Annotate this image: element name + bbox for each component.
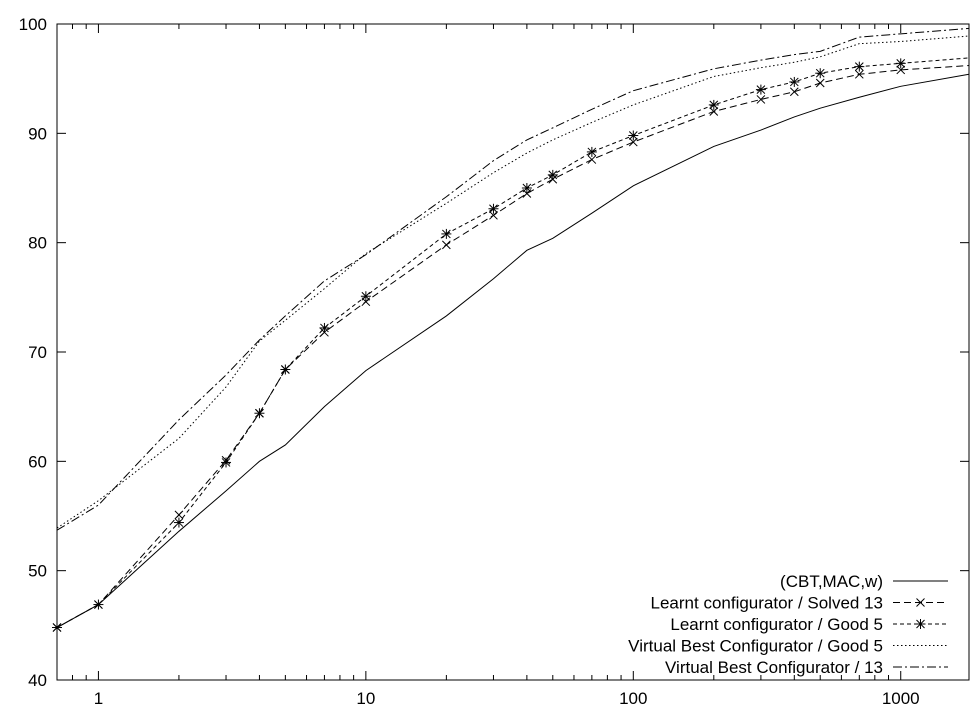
- series-line-2: [56, 57, 970, 628]
- series-line-0: [56, 73, 970, 628]
- x-tick-label: 1000: [882, 689, 920, 708]
- series-2-point: [221, 457, 232, 468]
- y-tick-label: 50: [28, 562, 47, 581]
- series-2-point: [280, 364, 291, 375]
- series-2-point: [254, 408, 265, 419]
- axis-ticks: [57, 24, 969, 680]
- series-2-point: [521, 183, 532, 193]
- series-2-point: [854, 61, 865, 72]
- legend-label: Virtual Best Configurator / Good 5: [628, 637, 883, 656]
- series-2-point: [755, 84, 766, 95]
- series-1-point: [709, 107, 719, 116]
- legend-label: Learnt configurator / Good 5: [670, 615, 883, 634]
- series-2-point: [789, 76, 800, 87]
- series-1-point: [815, 78, 825, 88]
- series-1-point: [854, 69, 864, 79]
- series-lines: [56, 27, 970, 628]
- series-2-point: [547, 169, 558, 180]
- legend: (CBT,MAC,w) Learnt configurator / Solved …: [628, 572, 948, 677]
- series-line-3: [56, 35, 970, 529]
- x-tick-label: 1: [94, 689, 103, 708]
- series-1-point: [789, 87, 799, 97]
- series-1-point: [587, 155, 597, 164]
- series-2-point: [895, 58, 906, 69]
- series-2-point: [173, 517, 184, 528]
- series-1-point: [442, 240, 451, 250]
- series-2-point: [52, 622, 62, 633]
- x-tick-label: 10: [356, 689, 375, 708]
- series-1-point: [628, 137, 638, 147]
- legend-marker: [916, 598, 925, 607]
- series-1-point: [896, 65, 906, 75]
- series-2-point: [488, 203, 499, 214]
- series-2-point: [708, 99, 719, 110]
- y-tick-label: 60: [28, 452, 47, 471]
- x-tick-label: 100: [619, 689, 647, 708]
- y-tick-label: 100: [19, 15, 47, 34]
- series-2-point: [441, 228, 452, 239]
- series-1-point: [174, 510, 184, 520]
- y-tick-label: 90: [28, 124, 47, 143]
- series-1-point: [756, 95, 766, 104]
- series-line-1: [56, 65, 970, 628]
- series-2-point: [815, 68, 826, 79]
- y-tick-label: 40: [28, 671, 47, 690]
- series-2-point: [586, 146, 597, 157]
- series-1-point: [489, 210, 498, 220]
- y-tick-label: 70: [28, 343, 47, 362]
- series-markers: [52, 58, 906, 633]
- series-line-4: [56, 27, 970, 531]
- legend-marker: [915, 619, 926, 629]
- series-2-point: [360, 291, 371, 302]
- legend-label: Virtual Best Configurator / 13: [665, 658, 883, 677]
- series-2-point: [628, 130, 639, 141]
- legend-label: (CBT,MAC,w): [780, 572, 883, 591]
- series-2-point: [93, 599, 104, 610]
- legend-label: Learnt configurator / Solved 13: [651, 594, 883, 613]
- y-tick-label: 80: [28, 234, 47, 253]
- series-2-point: [319, 322, 330, 333]
